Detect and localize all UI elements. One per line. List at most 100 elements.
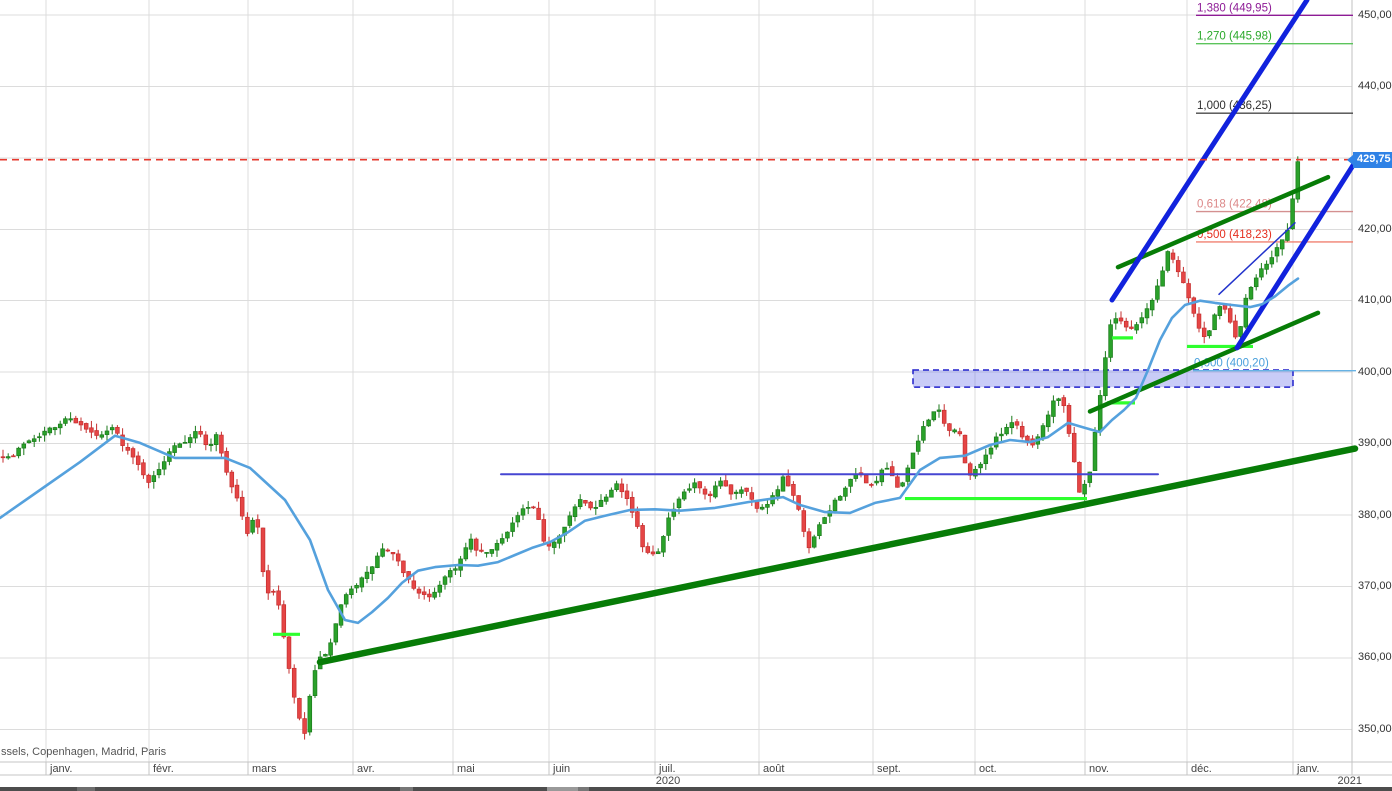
candle-body — [900, 482, 905, 487]
candle-body — [390, 552, 396, 555]
price-axis-label: 400,00 — [1358, 365, 1392, 378]
price-axis-label: 440,00 — [1358, 79, 1392, 92]
timeline-scrollbar[interactable] — [0, 787, 1392, 791]
candle-body — [286, 636, 292, 669]
candle-body — [713, 485, 718, 498]
candle-body — [1175, 260, 1181, 273]
candle-body — [385, 549, 391, 552]
candle-body — [635, 511, 640, 527]
scrollbar-segment[interactable] — [400, 787, 413, 791]
candle-body — [421, 591, 427, 595]
scrollbar-segment[interactable] — [77, 787, 95, 791]
scrollbar-segment[interactable] — [578, 787, 589, 791]
candle-body — [369, 566, 375, 574]
candle-body — [941, 409, 947, 424]
scrollbar-segment[interactable] — [547, 787, 578, 791]
candle-body — [645, 546, 651, 553]
candle-body — [811, 536, 817, 548]
candle-body — [31, 438, 37, 442]
price-axis-label: 350,00 — [1358, 722, 1392, 735]
candle-body — [479, 549, 484, 552]
candle-body — [973, 468, 978, 477]
candle-body — [416, 588, 422, 594]
candle-body — [1274, 247, 1280, 257]
candle-body — [1264, 263, 1269, 270]
candle-body — [791, 483, 796, 496]
candle-body — [551, 541, 557, 548]
candle-body — [1295, 161, 1301, 200]
candle-body — [889, 466, 895, 477]
candle-body — [427, 593, 432, 598]
moving-average-line[interactable] — [0, 277, 1300, 625]
lower-green-trendline[interactable] — [1087, 310, 1321, 414]
candle-body — [146, 474, 151, 483]
candle-body — [333, 623, 339, 643]
candle-body — [453, 568, 458, 571]
candle-body — [723, 480, 729, 487]
candle-body — [520, 508, 526, 516]
candle-body — [11, 455, 16, 458]
candle-body — [624, 490, 630, 499]
candle-body — [21, 443, 27, 449]
candle-body — [395, 553, 401, 562]
fibonacci-level-label: 1,270 (445,98) — [1197, 31, 1272, 43]
candle-body — [260, 527, 266, 573]
candle-body — [1165, 251, 1171, 271]
thin-blue-trendline[interactable] — [1218, 222, 1296, 296]
channel-lower-blue[interactable] — [1234, 158, 1359, 351]
candle-body — [94, 430, 99, 436]
candle-body — [1087, 471, 1093, 483]
candle-body — [68, 418, 73, 421]
price-axis-label: 380,00 — [1358, 508, 1392, 521]
candle-body — [1071, 432, 1077, 463]
candle-body — [1061, 397, 1067, 407]
candle-body — [499, 538, 505, 544]
candle-body — [687, 488, 692, 491]
price-axis-label: 390,00 — [1358, 437, 1392, 450]
candle-body — [806, 531, 812, 549]
candle-body — [884, 467, 890, 470]
candle-body — [1004, 427, 1009, 435]
candle-body — [104, 430, 110, 435]
candle-body — [848, 478, 853, 487]
candle-body — [1259, 268, 1264, 278]
candle-body — [193, 431, 198, 439]
x-axis-month-label: déc. — [1191, 763, 1212, 775]
candle-body — [1227, 308, 1233, 323]
candle-body — [817, 524, 822, 536]
upper-green-trendline[interactable] — [1115, 174, 1331, 270]
candle-body — [380, 548, 385, 557]
price-axis-label: 360,00 — [1358, 651, 1392, 664]
candle-body — [1097, 395, 1103, 431]
candle-body — [640, 525, 645, 548]
candle-body — [1186, 283, 1191, 299]
candle-body — [666, 517, 671, 536]
year-label: 2020 — [655, 775, 681, 787]
candle-body — [536, 507, 541, 520]
candle-body — [468, 538, 474, 550]
candle-body — [1108, 324, 1113, 358]
candle-body — [1279, 239, 1285, 250]
long-support-trendline[interactable] — [316, 445, 1359, 666]
candle-body — [63, 418, 68, 424]
candle-body — [208, 444, 214, 446]
support-zone-rectangle[interactable] — [912, 369, 1294, 388]
x-axis-month-label: mars — [252, 763, 277, 775]
candle-body — [494, 543, 500, 551]
candle-body — [1014, 421, 1020, 426]
candle-body — [910, 452, 916, 469]
price-axis-label: 450,00 — [1358, 8, 1392, 21]
candle-body — [224, 451, 229, 473]
candle-body — [1149, 299, 1155, 311]
candle-body — [302, 718, 307, 734]
candle-body — [832, 499, 838, 512]
x-axis-month-label: août — [763, 763, 785, 775]
x-axis-month-label: nov. — [1089, 763, 1109, 775]
fibonacci-level-label: 1,380 (449,95) — [1197, 2, 1272, 14]
candle-body — [661, 536, 666, 553]
candle-body — [1056, 398, 1061, 402]
candle-body — [515, 515, 521, 523]
candle-body — [978, 463, 983, 469]
channel-upper-blue[interactable] — [1109, 0, 1310, 303]
